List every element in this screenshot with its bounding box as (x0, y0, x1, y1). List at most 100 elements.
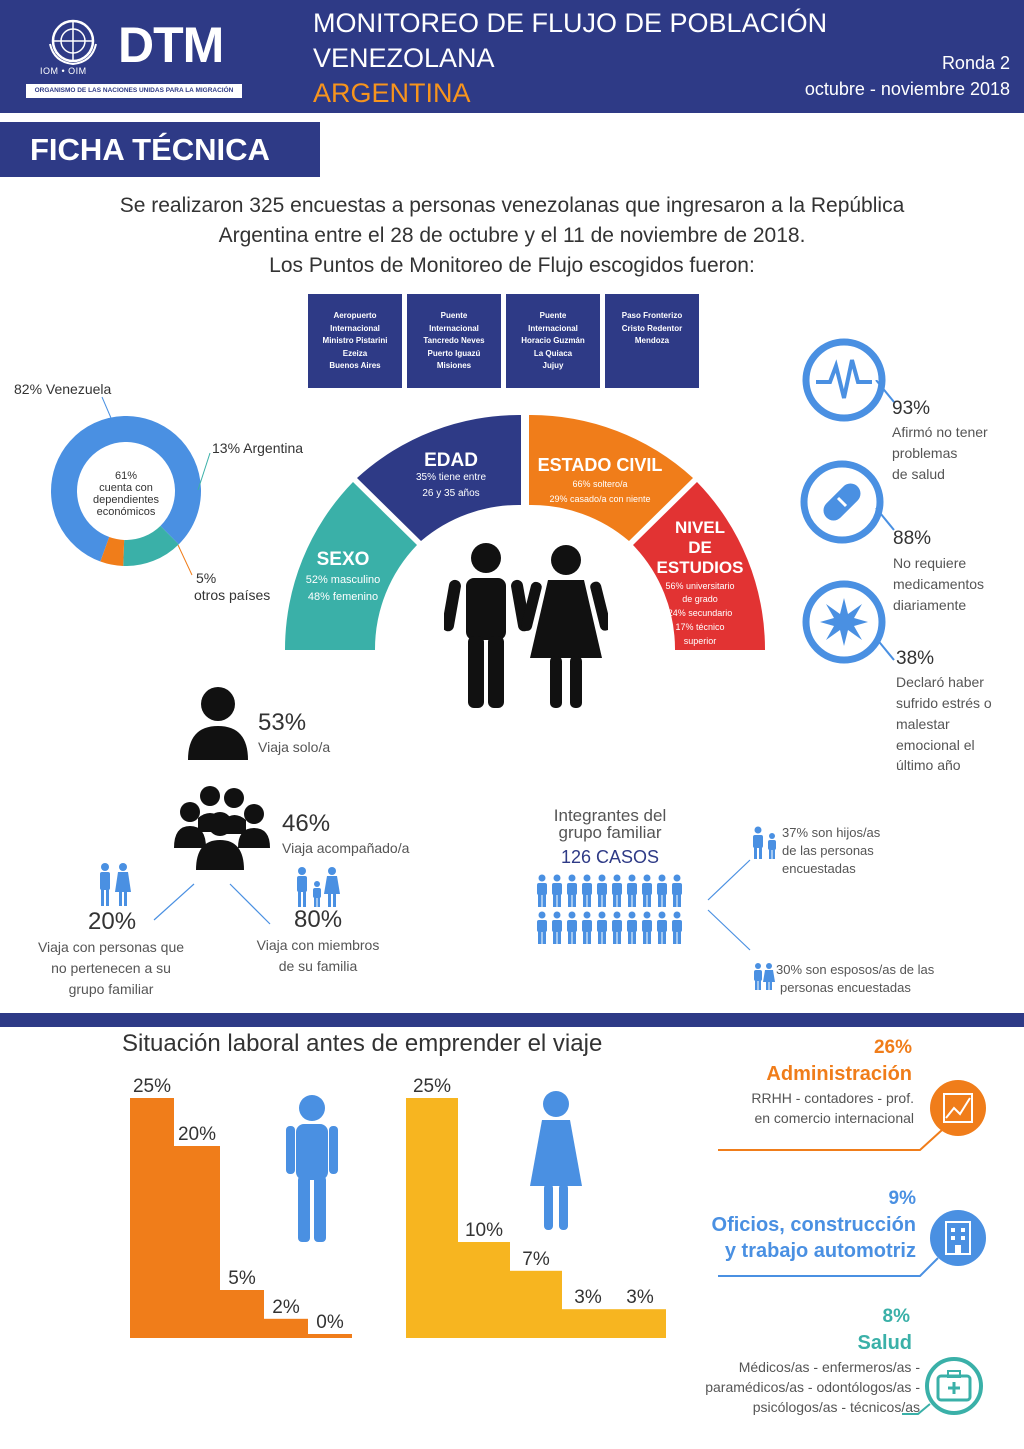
segment-estudios (633, 482, 766, 650)
sector-3-desc-1: Médicos/as - enfermeros/as - (738, 1359, 920, 1375)
sector-3-pct: 8% (882, 1306, 910, 1327)
sector-1-underline (718, 1080, 986, 1151)
family-group-title-1: Integrantes del (553, 806, 667, 825)
health-text-1-c: de salud (892, 466, 945, 482)
sector-2-name-2: y trabajo automotriz (724, 1240, 916, 1262)
health-text-2-c: diariamente (893, 597, 967, 613)
segment-edad (357, 414, 521, 541)
bar-independiente (174, 1146, 220, 1338)
donut-center-text: 61% cuenta con dependientes económicos (80, 470, 172, 518)
family-member-icon (612, 911, 622, 944)
bar-empleado (130, 1098, 174, 1338)
nonfamily-text-2: no pertenecen a su (51, 960, 171, 976)
bar-value-label: 7% (522, 1249, 550, 1270)
bar-estudiante (510, 1270, 562, 1338)
bar-value-label: 0% (316, 1312, 344, 1333)
family-member-icon (612, 874, 622, 907)
health-text-2-a: No requiere (893, 555, 967, 571)
dependents-text-1: cuenta con (99, 482, 153, 494)
family-member-icon (657, 911, 667, 944)
un-emblem-icon (44, 14, 102, 68)
estudios-title-2: DE (688, 538, 712, 557)
donut-slice-otros-países (51, 416, 201, 566)
spouses-text-1: 30% son esposos/as de las (776, 962, 935, 977)
health-pct-1: 93% (892, 398, 931, 419)
profile-semicircle (284, 414, 766, 650)
family-pct: 80% (294, 906, 343, 933)
family-member-icon (567, 911, 577, 944)
heartbeat-icon (802, 338, 886, 422)
nonfamily-pct: 20% (88, 908, 137, 935)
family-group-title-2: grupo familiar (558, 823, 662, 842)
family-member-icon (552, 911, 562, 944)
legend-others-label: otros países (194, 587, 271, 603)
estudios-title-3: ESTUDIOS (656, 558, 744, 577)
family-member-icon (537, 911, 547, 944)
intro-line-3: Los Puntos de Monitoreo de Flujo escogid… (269, 254, 755, 277)
sector-2-name-1: Oficios, construcción (711, 1214, 916, 1236)
health-text-2-b: medicamentos (893, 576, 985, 592)
legend-venezuela: 82% Venezuela (14, 381, 112, 397)
couple-icon (444, 543, 608, 708)
monitoring-point-la-quiaca: Puente Internacional Horacio Guzmán La Q… (506, 294, 600, 388)
civil-line-2: 29% casado/a con niente (549, 494, 651, 504)
health-text-1-b: problemas (892, 445, 958, 461)
edad-line-2: 26 y 35 años (422, 488, 480, 499)
children-text-2: de las personas (782, 843, 874, 858)
health-text-3-d: emocional el (896, 737, 975, 753)
title-line-2: VENEZOLANA (313, 43, 495, 73)
title-line-1: MONITOREO DE FLUJO DE POBLACIÓN (313, 8, 828, 38)
family-branch-lines (707, 859, 751, 951)
section-divider (0, 1013, 1024, 1027)
dependents-pct: 61% (114, 470, 138, 482)
family-icon (297, 867, 340, 907)
health-text-3-b: sufrido estrés o (896, 695, 992, 711)
family-member-icon (552, 874, 562, 907)
segment-civil (529, 414, 693, 541)
bar-retirado-jubilado (308, 1334, 352, 1338)
family-text-2: de su familia (278, 958, 358, 974)
work-section-title: Situación laboral antes de emprender el … (122, 1030, 603, 1057)
children-text-3: encuestadas (782, 861, 856, 876)
intro-line-1: Se realizaron 325 encuestas a personas v… (119, 194, 905, 217)
pill-icon (800, 460, 884, 544)
stress-burst-icon (802, 580, 886, 664)
edad-line-1: 35% tiene entre (415, 472, 487, 483)
family-group-cases: 126 CASOS (560, 847, 660, 867)
family-member-icon (657, 874, 667, 907)
family-member-icon (627, 911, 637, 944)
accompanied-pct: 46% (282, 810, 331, 837)
male-figure-icon (286, 1095, 338, 1242)
estudios-line-4: 17% técnico (675, 622, 725, 632)
monitoring-point-iguazu: Puente Internacional Tancredo Neves Puer… (407, 294, 501, 388)
logo-dtm: DTM (118, 17, 224, 73)
health-pointer-lines (875, 380, 895, 661)
segment-sexo (284, 482, 417, 650)
family-member-icon (642, 911, 652, 944)
logo-org-name: ORGANISMO DE LAS NACIONES UNIDAS PARA LA… (26, 84, 242, 98)
sector-2-underline (718, 1210, 986, 1277)
monitoring-point-mendoza: Paso Fronterizo Cristo Redentor Mendoza (605, 294, 699, 388)
family-text-1: Viaja con miembros (256, 937, 380, 953)
sexo-male: 52% masculino (305, 574, 381, 586)
bar-desempleado (264, 1318, 308, 1338)
estudios-line-1: 56% universitario (665, 581, 735, 591)
health-text-1-a: Afirmó no tener (892, 424, 988, 440)
round-label: Ronda 2 (941, 53, 1010, 73)
bar-value-label: 25% (133, 1076, 171, 1097)
sector-3-desc-2: paramédicos/as - odontólogos/as - (705, 1379, 920, 1395)
male-employment-bar-chart: 25% 20% 5% 2% 0% (130, 1076, 352, 1338)
civil-line-1: 66% soltero/a (572, 479, 628, 489)
health-pct-2: 88% (893, 528, 932, 549)
nationality-donut-chart (51, 416, 201, 566)
sector-1-desc-1: RRHH - contadores - prof. (751, 1090, 914, 1106)
nonfamily-text-3: grupo familiar (68, 981, 154, 997)
title-country: ARGENTINA (313, 78, 471, 108)
alone-pct: 53% (258, 709, 307, 736)
bar-value-label: 3% (626, 1287, 654, 1308)
estudios-title-1: NIVEL (674, 518, 726, 537)
spouses-text-2: personas encuestadas (780, 980, 911, 995)
bar-independiente (458, 1242, 510, 1338)
legend-others-pct: 5% (196, 570, 217, 586)
sector-3-desc-3: psicólogos/as - técnicos/as (752, 1399, 920, 1415)
